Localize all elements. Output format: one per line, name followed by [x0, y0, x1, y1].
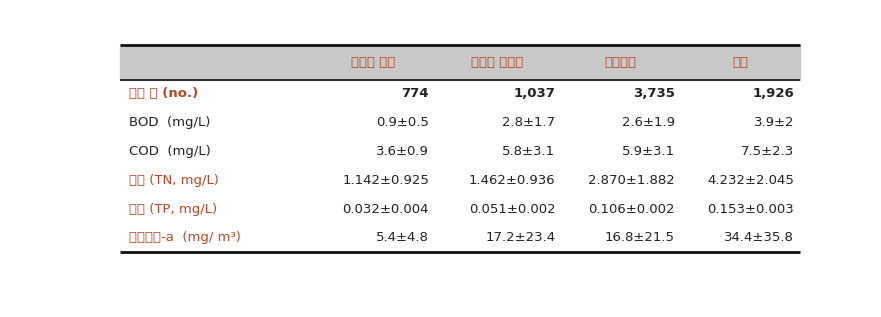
Text: 16.8±21.5: 16.8±21.5 [604, 231, 675, 244]
Text: 1.462±0.936: 1.462±0.936 [469, 174, 555, 187]
Text: 5.9±3.1: 5.9±3.1 [622, 145, 675, 158]
Text: 2.8±1.7: 2.8±1.7 [502, 116, 555, 129]
Text: 0.153±0.003: 0.153±0.003 [707, 203, 795, 216]
Text: 1,926: 1,926 [752, 87, 795, 100]
Text: 자료 수 (no.): 자료 수 (no.) [129, 87, 198, 100]
Text: 수질 (TP, mg/L): 수질 (TP, mg/L) [129, 203, 217, 216]
Text: 5.8±3.1: 5.8±3.1 [502, 145, 555, 158]
Text: 1,037: 1,037 [514, 87, 555, 100]
Bar [121, 45, 800, 80]
Text: BOD  (mg/L): BOD (mg/L) [129, 116, 210, 129]
Text: 2.6±1.9: 2.6±1.9 [622, 116, 675, 129]
Text: 34.4±35.8: 34.4±35.8 [724, 231, 795, 244]
Text: 3.6±0.9: 3.6±0.9 [376, 145, 429, 158]
Text: 수질 (TN, mg/L): 수질 (TN, mg/L) [129, 174, 218, 187]
Text: 클로로필-a  (mg/ m³): 클로로필-a (mg/ m³) [129, 231, 241, 244]
Text: 5.4±4.8: 5.4±4.8 [376, 231, 429, 244]
Text: 본류: 본류 [732, 56, 748, 69]
Text: 0.9±0.5: 0.9±0.5 [376, 116, 429, 129]
Text: 774: 774 [402, 87, 429, 100]
Text: 17.2±23.4: 17.2±23.4 [485, 231, 555, 244]
Text: 0.032±0.004: 0.032±0.004 [343, 203, 429, 216]
Text: 1.142±0.925: 1.142±0.925 [342, 174, 429, 187]
Text: 0.051±0.002: 0.051±0.002 [469, 203, 555, 216]
Text: 농업용 호수: 농업용 호수 [351, 56, 395, 69]
Text: 3.9±2: 3.9±2 [754, 116, 795, 129]
Text: COD  (mg/L): COD (mg/L) [129, 145, 211, 158]
Text: 7.5±2.3: 7.5±2.3 [741, 145, 795, 158]
Text: 4.232±2.045: 4.232±2.045 [707, 174, 795, 187]
Text: 3,735: 3,735 [633, 87, 675, 100]
Text: 지류지천: 지류지천 [604, 56, 636, 69]
Text: 2.870±1.882: 2.870±1.882 [588, 174, 675, 187]
Text: 0.106±0.002: 0.106±0.002 [589, 203, 675, 216]
Text: 농업용 저수지: 농업용 저수지 [471, 56, 523, 69]
